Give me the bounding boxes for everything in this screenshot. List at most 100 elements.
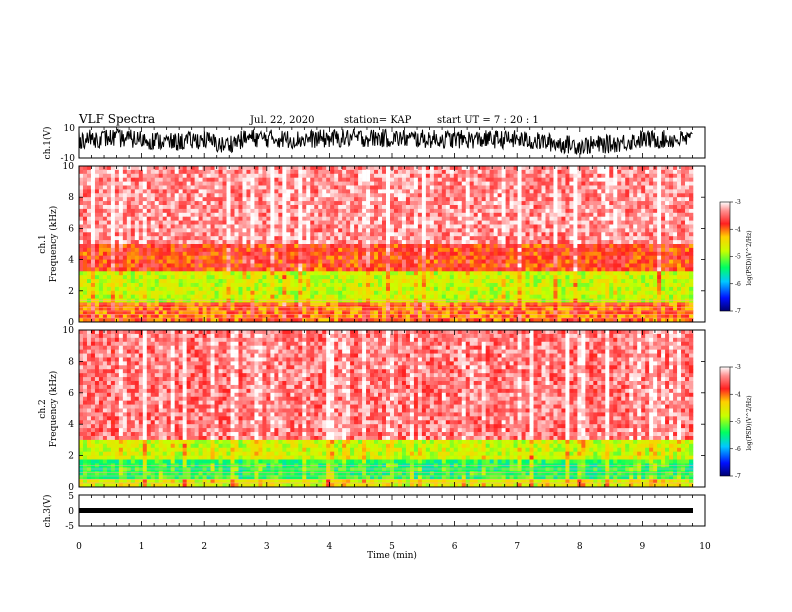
spectrogram-cell (278, 275, 283, 280)
spectrogram-cell (397, 208, 403, 214)
spectrogram-cell (86, 212, 92, 217)
spectrogram-cell (226, 181, 231, 186)
spectrogram-cell (457, 236, 463, 241)
spectrogram-cell (170, 259, 175, 264)
spectrogram-cell (641, 259, 646, 264)
spectrogram-cell (425, 263, 431, 268)
spectrogram-cell (362, 169, 367, 175)
spectrogram-cell (441, 185, 447, 190)
spectrogram-cell (645, 247, 650, 253)
spectrogram-cell (174, 197, 179, 202)
spectrogram-cell (142, 205, 148, 210)
spectrogram-cell (338, 169, 343, 175)
spectrogram-cell (481, 185, 486, 190)
spectrogram-cell (246, 279, 251, 284)
spectrogram-cell (473, 189, 478, 194)
spectrogram-cell (290, 267, 295, 272)
spectrogram-cell (597, 240, 602, 245)
spectrogram-cell (593, 279, 598, 284)
spectrogram-cell (82, 232, 88, 237)
spectrogram-cell (358, 224, 363, 229)
spectrogram-cell (401, 279, 407, 284)
spectrogram-cell (521, 244, 526, 249)
spectrogram-cell (318, 224, 323, 229)
spectrogram-cell (673, 224, 678, 229)
spectrogram-cell (501, 181, 506, 186)
spectrogram-cell (485, 271, 490, 276)
spectrogram-cell (102, 193, 108, 198)
spectrogram-cell (358, 240, 363, 245)
spectrogram-cell (489, 169, 494, 175)
spectrogram-cell (653, 279, 658, 284)
spectrogram-cell (322, 181, 327, 186)
spectrogram-cell (441, 279, 447, 284)
spectrogram-cell (258, 208, 263, 214)
spectrogram-cell (310, 247, 315, 253)
spectrogram-cell (657, 173, 662, 178)
spectrogram-cell (489, 185, 494, 190)
spectrogram-cell (509, 208, 514, 214)
spectrogram-cell (234, 251, 239, 256)
spectrogram-cell (302, 201, 307, 206)
spectrogram-cell (393, 216, 399, 221)
spectrogram-cell (114, 271, 120, 276)
spectrogram-cell (441, 263, 447, 268)
spectrogram-cell (409, 271, 415, 276)
spectrogram-cell (338, 201, 343, 206)
spectrogram-cell (445, 197, 451, 202)
spectrogram-cell (374, 208, 379, 214)
spectrogram-cell (649, 267, 654, 272)
spectrogram-cell (629, 240, 634, 245)
spectrogram-cell (226, 177, 231, 182)
spectrogram-cell (338, 236, 343, 241)
spectrogram-cell (397, 251, 403, 256)
spectrogram-cell (358, 177, 363, 182)
spectrogram-cell (445, 283, 451, 288)
spectrogram-cell (222, 208, 227, 214)
spectrogram-cell (681, 275, 686, 280)
spectrogram-cell (274, 169, 279, 175)
spectrogram-cell (397, 228, 403, 233)
spectrogram-cell (449, 259, 455, 264)
spectrogram-cell (106, 224, 112, 229)
spectrogram-cell (553, 271, 558, 276)
spectrogram-cell (689, 193, 694, 198)
spectrogram-cell (617, 267, 622, 272)
spectrogram-cell (673, 267, 678, 272)
spectrogram-cell (681, 279, 686, 284)
spectrogram-cell (613, 263, 618, 268)
spectrogram-cell (625, 212, 630, 217)
spectrogram-cell (497, 166, 502, 171)
spectrogram-cell (326, 166, 331, 171)
spectrogram-cell (322, 240, 327, 245)
spectrogram-cell (258, 279, 263, 284)
spectrogram-cell (585, 255, 590, 260)
spectrogram-cell (593, 247, 598, 253)
spectrogram-cell (310, 271, 315, 276)
spectrogram-cell (250, 177, 255, 182)
spectrogram-cell (198, 212, 203, 217)
spectrogram-cell (190, 228, 195, 233)
spectrogram-cell (569, 193, 574, 198)
spectrogram-cell (445, 201, 451, 206)
spectrogram-cell (374, 228, 379, 233)
spectrogram-cell (122, 166, 128, 171)
spectrogram-cell (354, 220, 359, 225)
spectrogram-cell (465, 216, 471, 221)
spectrogram-cell (453, 201, 459, 206)
spectrogram-cell (389, 216, 395, 221)
spectrogram-cell (238, 216, 243, 221)
spectrogram-cell (286, 201, 291, 206)
spectrogram-cell (477, 201, 482, 206)
spectrogram-cell (413, 181, 419, 186)
spectrogram-cell (138, 286, 144, 292)
spectrogram-cell (106, 263, 112, 268)
spectrogram-cell (146, 244, 152, 249)
spectrogram-cell (106, 189, 112, 194)
spectrogram-cell (386, 181, 391, 186)
spectrogram-cell (166, 205, 171, 210)
spectrogram-cell (657, 228, 662, 233)
spectrogram-cell (497, 263, 502, 268)
spectrogram-cell (146, 255, 152, 260)
spectrogram-cell (358, 189, 363, 194)
